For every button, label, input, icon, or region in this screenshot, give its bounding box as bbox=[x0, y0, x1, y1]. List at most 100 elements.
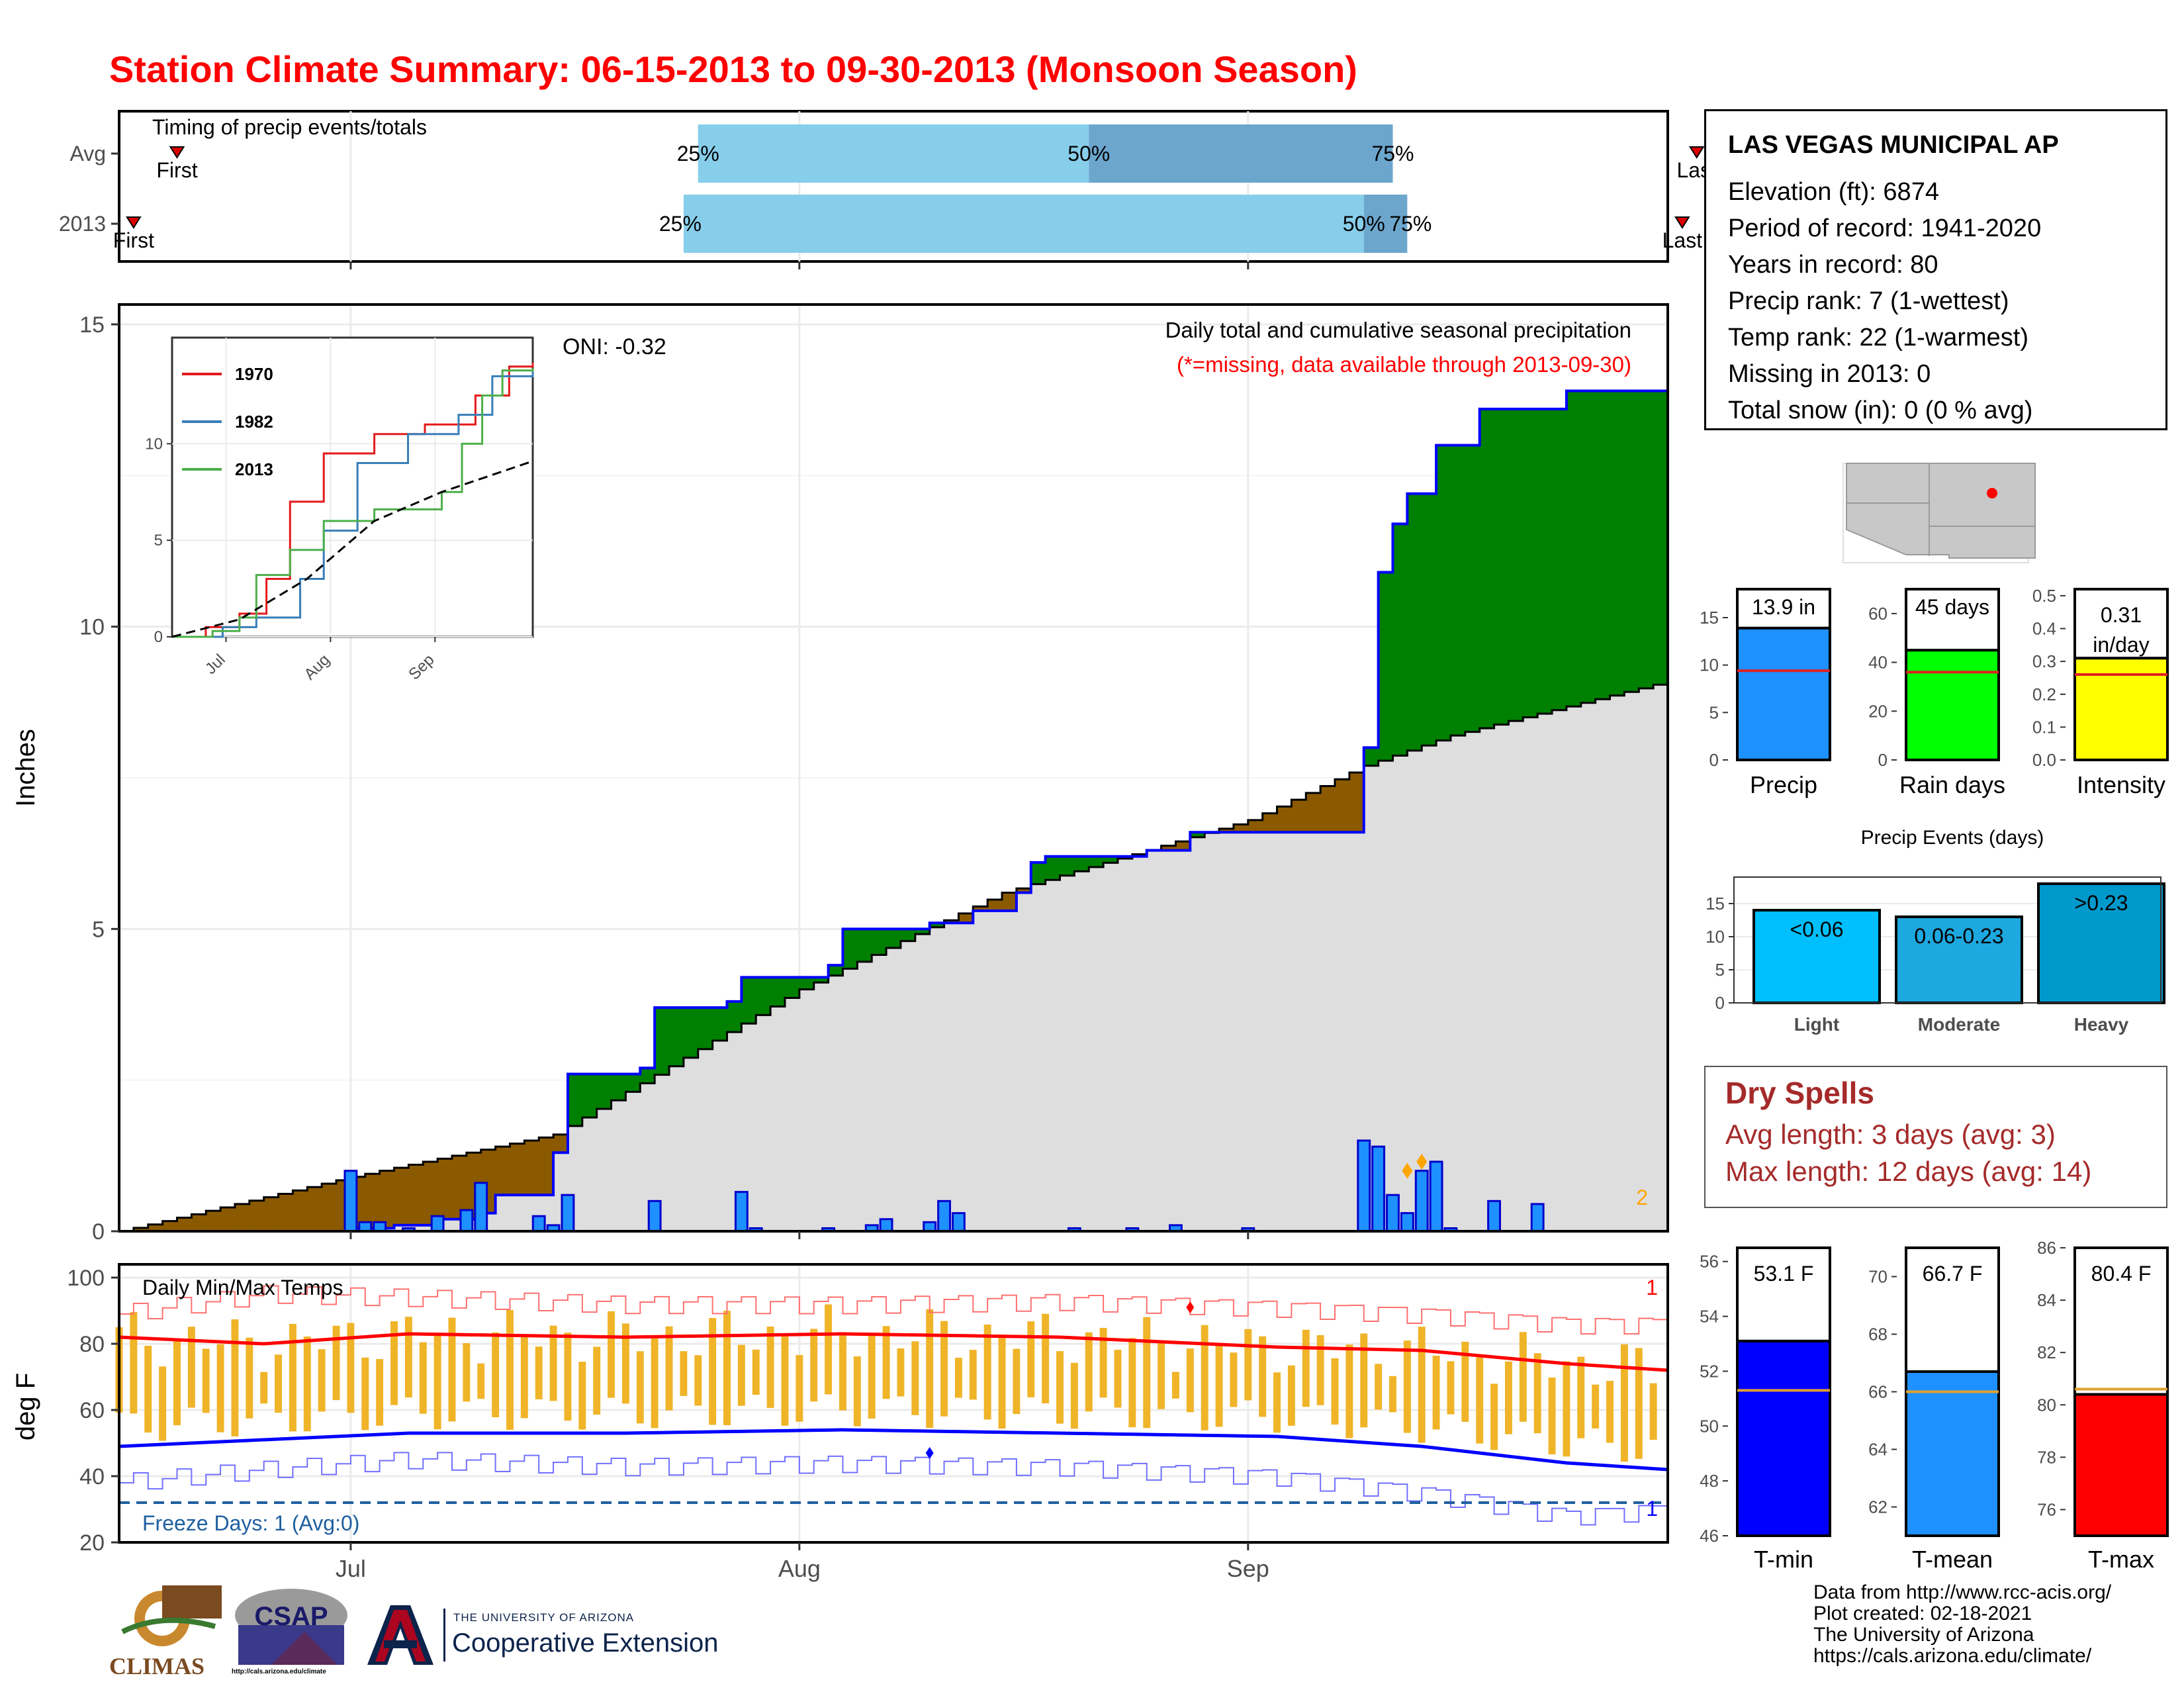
deficit-area bbox=[278, 1194, 293, 1231]
daily-temp-range-bar bbox=[433, 1334, 441, 1430]
daily-temp-range-bar bbox=[1186, 1348, 1194, 1413]
daily-temp-range-bar bbox=[1461, 1341, 1469, 1422]
daily-temp-range-bar bbox=[332, 1325, 340, 1401]
daily-temp-range-bar bbox=[1504, 1361, 1512, 1434]
deficit-area bbox=[365, 1174, 381, 1229]
deficit-area bbox=[1277, 806, 1292, 833]
y-tick-label: 15 bbox=[1706, 894, 1725, 914]
y-tick-label: 84 bbox=[2037, 1290, 2056, 1310]
deficit-area bbox=[408, 1164, 424, 1225]
legend-label: 2013 bbox=[235, 459, 273, 479]
y-tick-label: 80 bbox=[79, 1332, 105, 1357]
event-value-label: 0.06-0.23 bbox=[1914, 924, 2003, 948]
deficit-area bbox=[1161, 845, 1176, 851]
deficit-area bbox=[539, 1137, 554, 1196]
legend-label: 1982 bbox=[235, 412, 273, 432]
surplus-area bbox=[1407, 493, 1422, 751]
event-marker-icon bbox=[1688, 146, 1705, 159]
ua-big-text: Cooperative Extension bbox=[452, 1628, 719, 1658]
y-tick-label: 10 bbox=[1700, 655, 1719, 675]
daily-temp-range-bar bbox=[549, 1325, 557, 1401]
y-tick-label: 62 bbox=[1868, 1497, 1888, 1517]
deficit-area bbox=[307, 1187, 322, 1231]
daily-temp-range-bar bbox=[752, 1349, 760, 1395]
daily-temp-range-bar bbox=[275, 1354, 283, 1413]
rain-days-bar-remainder bbox=[1905, 588, 2000, 652]
inset-y-tick-label: 0 bbox=[154, 628, 163, 646]
surplus-area bbox=[567, 1074, 583, 1126]
daily-temp-range-bar bbox=[723, 1311, 731, 1425]
surplus-area bbox=[872, 929, 887, 955]
daily-temp-range-bar bbox=[839, 1332, 846, 1411]
deficit-area bbox=[191, 1214, 206, 1231]
timing-bar-50-75 bbox=[1363, 195, 1408, 253]
daily-precip-bar bbox=[1371, 1145, 1386, 1233]
inset-frame bbox=[171, 336, 534, 638]
t-min-bar bbox=[1736, 1339, 1831, 1538]
y-tick-label: 0 bbox=[1709, 750, 1719, 770]
daily-temp-range-bar bbox=[216, 1344, 224, 1432]
footer-line: Plot created: 02-18-2021 bbox=[1813, 1603, 2032, 1624]
timing-bar-50-75 bbox=[1089, 124, 1393, 183]
daily-temp-range-bar bbox=[564, 1333, 572, 1421]
observed-cumulative-line bbox=[119, 389, 1668, 1233]
surplus-area bbox=[1103, 856, 1118, 863]
y-tick-label: 5 bbox=[1715, 960, 1725, 980]
daily-temp-range-bar bbox=[1432, 1356, 1440, 1430]
y-tick-label: 100 bbox=[67, 1266, 105, 1291]
corner-count: 2 bbox=[1636, 1186, 1648, 1209]
station-detail-line: Total snow (in): 0 (0 % avg) bbox=[1728, 397, 2033, 424]
surplus-area bbox=[1580, 391, 1596, 703]
station-detail-line: Temp rank: 22 (1-warmest) bbox=[1728, 324, 2029, 352]
daily-temp-range-bar bbox=[1375, 1364, 1383, 1410]
daily-temp-range-bar bbox=[1013, 1348, 1021, 1415]
daily-temp-range-bar bbox=[1403, 1340, 1411, 1433]
daily-temp-range-bar bbox=[173, 1338, 181, 1426]
daily-temp-range-bar bbox=[231, 1319, 239, 1436]
daily-temp-range-bar bbox=[969, 1350, 977, 1400]
inset-series-line bbox=[171, 460, 533, 638]
daily-temp-range-bar bbox=[303, 1336, 311, 1432]
daily-temp-range-bar bbox=[1418, 1327, 1426, 1443]
daily-precip-bar bbox=[358, 1221, 373, 1233]
daily-temp-range-bar bbox=[535, 1346, 543, 1399]
daily-temp-range-bar bbox=[1389, 1376, 1396, 1413]
deficit-area bbox=[1335, 779, 1350, 833]
daily-temp-range-bar bbox=[289, 1323, 296, 1432]
missing-note: (*=missing, data available through 2013-… bbox=[1177, 352, 1631, 377]
daily-temp-range-bar bbox=[318, 1349, 326, 1412]
timing-row-label: Avg bbox=[69, 142, 106, 165]
timing-title: Timing of precip events/totals bbox=[152, 115, 427, 139]
daily-temp-range-bar bbox=[578, 1362, 586, 1430]
surplus-area bbox=[669, 1008, 684, 1066]
daily-temp-range-bar bbox=[448, 1317, 456, 1422]
surplus-area bbox=[1436, 445, 1451, 741]
daily-precip-bar bbox=[1357, 1139, 1371, 1233]
inset-series-line bbox=[172, 370, 534, 638]
daily-temp-range-bar bbox=[665, 1326, 673, 1411]
deficit-area bbox=[1306, 792, 1321, 833]
surplus-area bbox=[1523, 408, 1538, 718]
daily-temp-range-bar bbox=[709, 1317, 717, 1425]
daily-temp-range-bar bbox=[825, 1304, 833, 1395]
daily-precip-bar bbox=[879, 1218, 893, 1233]
daily-temp-range-bar bbox=[1606, 1381, 1614, 1443]
deficit-area bbox=[293, 1190, 308, 1231]
surplus-area bbox=[741, 977, 756, 1024]
daily-temp-range-bar bbox=[376, 1359, 384, 1426]
station-detail-line: Elevation (ft): 6874 bbox=[1728, 178, 1939, 206]
event-marker-icon bbox=[169, 146, 185, 159]
y-tick-label: 10 bbox=[1706, 927, 1725, 947]
bar-value-label: 0.31 bbox=[2101, 603, 2142, 627]
surplus-area bbox=[1595, 391, 1611, 700]
daily-temp-range-bar bbox=[608, 1311, 615, 1398]
daily-temp-range-bar bbox=[1201, 1325, 1208, 1430]
daily-temp-range-bar bbox=[202, 1348, 210, 1413]
timing-25-label: 25% bbox=[659, 212, 702, 236]
deficit-area bbox=[451, 1155, 467, 1219]
deficit-area bbox=[220, 1207, 236, 1231]
temp-bar-value-label: 53.1 F bbox=[1754, 1262, 1814, 1286]
timing-75-label: 75% bbox=[1389, 212, 1432, 236]
surplus-area bbox=[698, 1008, 713, 1049]
surplus-area bbox=[1378, 572, 1393, 761]
